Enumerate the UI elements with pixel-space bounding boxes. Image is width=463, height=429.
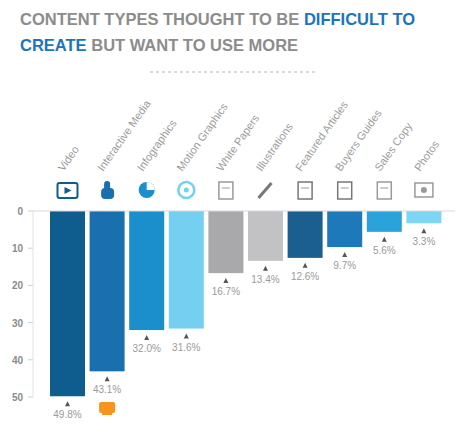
label-pointer [184,334,189,339]
bar [169,211,204,329]
y-tick [28,397,33,398]
icon-shape [301,188,309,189]
y-tick [28,359,33,360]
icon-shape [380,188,388,189]
label-pointer [382,237,387,242]
decoration-shape [102,413,112,415]
divider [150,72,318,73]
data-label: 5.6% [373,245,396,256]
icon-shape [298,182,312,199]
icon [101,181,114,199]
icon-shape [341,188,349,189]
icon-shape [184,188,189,193]
chart: 0 10 20 30 40 50 49.8% 43.1% 32.0% 31.6% 16.7% 13.4… [0,0,463,429]
bar [288,211,323,258]
icon-shape [377,182,391,199]
label-pointer [65,401,70,406]
y-tick-label: 50 [12,392,24,403]
bar [208,211,243,273]
icon [259,183,272,198]
label-pointer [144,335,149,340]
y-tick-label: 0 [17,206,23,217]
icon-shape [259,183,272,198]
bar [129,211,164,330]
icon-shape [101,188,114,199]
category-label: Illustrations [253,120,295,173]
y-tick [28,322,33,323]
icon [219,182,233,199]
label-pointer [105,376,110,381]
icon [58,183,78,198]
bar [406,211,441,223]
category-label: Video [55,143,81,173]
baseline [33,211,455,212]
bar [248,211,283,261]
icon [338,182,352,199]
y-tick [28,248,33,249]
decoration-shape [99,402,115,413]
data-label: 12.6% [291,271,319,282]
bar [90,211,125,371]
icon-shape [338,182,352,199]
y-tick-label: 10 [12,243,24,254]
icon-shape [222,188,230,189]
page: {"chart_data": {"type": "bar", "title": … [0,0,463,429]
icon-shape [415,183,433,197]
title: CONTENT TYPES THOUGHT TO BE DIFFICULT TO… [20,6,438,58]
y-tick-label: 20 [12,280,24,291]
label-pointer [263,266,268,271]
y-tick-label: 30 [12,318,24,329]
y-tick [28,211,33,212]
icon [298,182,312,199]
label-pointer [223,278,228,283]
icon [139,182,155,198]
data-label: 9.7% [333,260,356,271]
icon [377,182,391,199]
bar [367,211,402,232]
category-label: Photos [412,138,442,173]
icon [415,183,433,197]
title-highlight: DIFFICULT TO CREATE [20,10,415,54]
icon-shape [58,183,78,198]
data-label: 31.6% [172,342,200,353]
decoration [99,402,115,415]
y-tick-label: 40 [12,355,24,366]
icon-shape [219,182,233,199]
bar [327,211,362,247]
data-label: 49.8% [53,409,81,420]
bar [50,211,85,396]
category-label: Sales Copy [372,120,414,173]
label-pointer [342,252,347,257]
icon-shape [139,182,155,198]
data-label: 3.3% [413,236,436,247]
icon-shape [178,182,194,198]
icon-shape [65,187,72,194]
data-label: 13.4% [251,274,279,285]
category-label: Infographics [135,117,179,173]
icon-shape [421,187,427,193]
icon-shape [147,182,155,190]
y-axis [33,211,34,397]
label-pointer [303,263,308,268]
data-label: 16.7% [212,286,240,297]
icon [178,182,194,198]
label-pointer [421,228,426,233]
data-label: 32.0% [133,343,161,354]
y-tick [28,285,33,286]
data-label: 43.1% [93,384,121,395]
